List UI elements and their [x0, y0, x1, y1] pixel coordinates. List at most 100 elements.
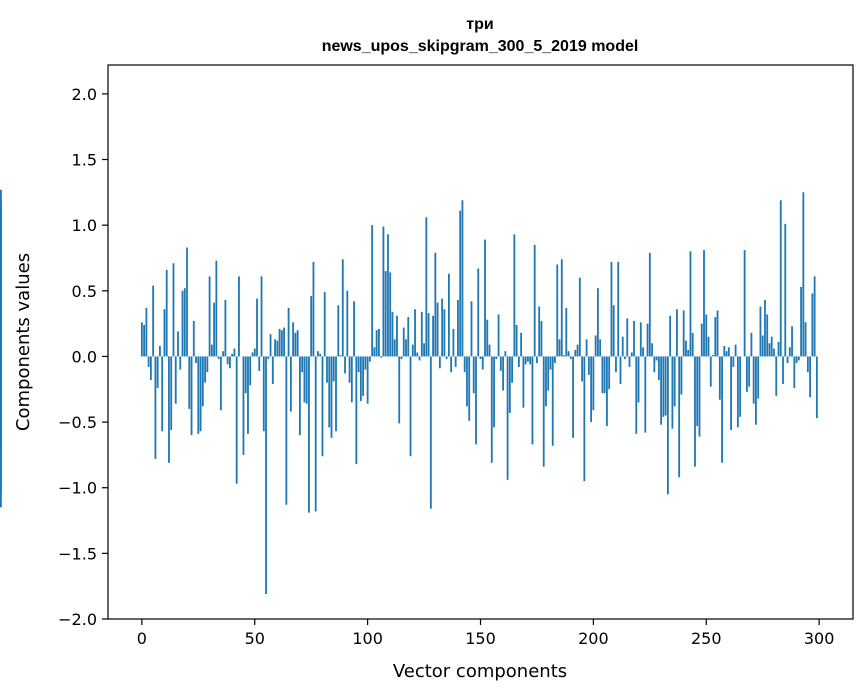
bar: [569, 356, 572, 360]
bar: [628, 356, 631, 367]
x-axis-ticks: 0 50 100 150 200 250 300: [137, 619, 834, 648]
bar: [350, 356, 353, 403]
bar: [382, 226, 385, 357]
bar: [317, 351, 319, 357]
bar: [289, 356, 292, 412]
y-tick-label: 1.5: [72, 151, 97, 170]
bar: [730, 356, 732, 430]
bar: [267, 356, 270, 360]
bar: [145, 307, 148, 357]
bar: [244, 356, 247, 394]
bar: [732, 356, 735, 367]
bar: [147, 356, 150, 367]
x-tick-label: 100: [352, 629, 383, 648]
bar: [477, 268, 480, 357]
bar: [468, 356, 471, 421]
bar: [806, 356, 809, 373]
bar: [797, 356, 800, 361]
bar: [174, 356, 177, 404]
bar: [705, 314, 708, 357]
bar: [777, 342, 780, 357]
bar: [262, 356, 265, 432]
bar: [450, 356, 453, 373]
bar: [721, 356, 723, 463]
x-tick-label: 0: [137, 629, 147, 648]
bar: [745, 356, 748, 392]
y-tick-label: −0.5: [58, 413, 97, 432]
bar: [461, 200, 464, 357]
bar: [405, 339, 407, 357]
bar: [0, 356, 2, 492]
bar: [495, 356, 498, 360]
bar: [660, 356, 663, 425]
bar: [418, 356, 421, 361]
bar: [646, 323, 649, 357]
bar: [723, 345, 726, 357]
bar: [152, 285, 155, 357]
bar: [657, 356, 660, 381]
bar: [357, 356, 360, 373]
bar: [274, 339, 276, 357]
bar: [689, 251, 692, 357]
bar: [676, 309, 678, 357]
bar: [669, 315, 672, 357]
bar: [457, 299, 459, 357]
bar: [344, 356, 346, 374]
bar: [682, 310, 685, 357]
x-tick-label: 50: [245, 629, 265, 648]
bar: [524, 356, 527, 365]
bar: [664, 356, 667, 416]
bar: [603, 356, 606, 394]
bar: [709, 356, 712, 387]
bar: [590, 356, 593, 423]
bar: [551, 356, 554, 446]
bar: [565, 307, 568, 357]
bar: [560, 259, 563, 357]
bar: [328, 356, 331, 428]
bar: [572, 356, 574, 438]
bar: [231, 353, 234, 357]
bar: [210, 344, 213, 357]
bar: [380, 356, 383, 358]
bar: [156, 356, 159, 388]
bar: [558, 339, 561, 357]
bar: [441, 298, 444, 357]
bar: [256, 298, 258, 357]
bar: [743, 250, 746, 357]
bar: [574, 349, 577, 357]
bar: [463, 356, 466, 373]
bar: [527, 356, 529, 362]
bar: [195, 356, 197, 363]
bar: [773, 348, 775, 357]
y-tick-label: 1.0: [72, 216, 97, 235]
bar: [502, 356, 504, 391]
bar: [310, 296, 313, 357]
bar: [615, 356, 617, 373]
bar: [540, 321, 543, 357]
bar: [398, 356, 401, 424]
bar: [490, 356, 493, 463]
bar: [251, 352, 254, 357]
bar: [766, 314, 769, 357]
bar: [238, 276, 240, 357]
bar: [371, 225, 374, 357]
bar: [770, 336, 773, 357]
bar: [718, 356, 721, 400]
bar: [696, 356, 699, 427]
bar: [429, 356, 432, 509]
bar: [384, 271, 387, 357]
y-tick-label: 0.0: [72, 347, 97, 366]
y-tick-label: −2.0: [58, 610, 97, 629]
bar: [642, 347, 644, 357]
bar: [201, 356, 204, 407]
bar: [294, 332, 297, 357]
bar: [337, 305, 340, 357]
bar: [179, 356, 182, 370]
bar: [479, 356, 482, 360]
bar: [447, 273, 450, 357]
bar: [219, 356, 222, 411]
bar: [339, 355, 342, 357]
bar: [583, 356, 586, 482]
bar: [545, 356, 547, 407]
bar: [531, 356, 534, 445]
